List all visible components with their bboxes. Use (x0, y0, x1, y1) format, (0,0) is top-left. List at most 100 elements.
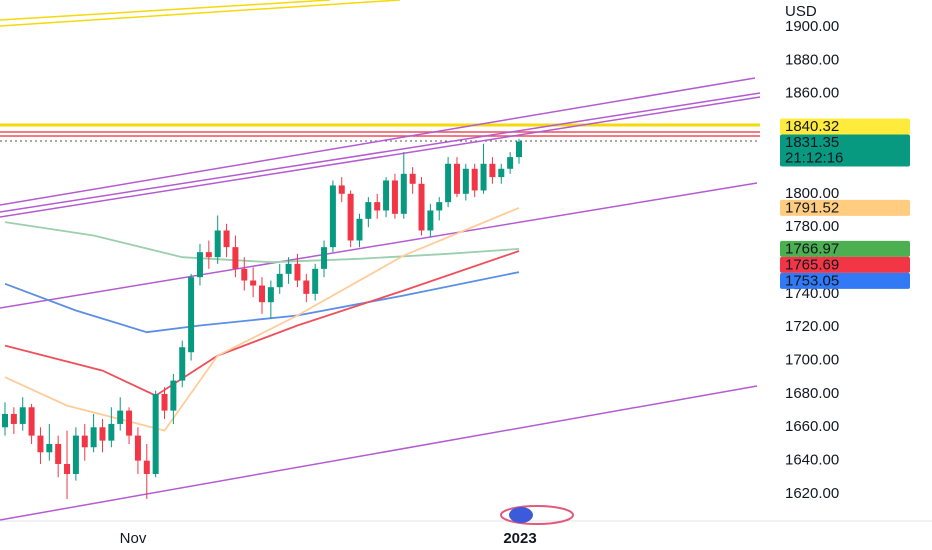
candle-body (445, 163, 452, 203)
trend-line (0, 96, 761, 218)
candle-body (46, 443, 53, 453)
price-label: 1791.52 (785, 199, 839, 216)
price-label-box (780, 199, 910, 216)
candle-body (498, 168, 505, 178)
candle-body (383, 180, 390, 211)
candle-body (516, 141, 522, 158)
candle-body (161, 393, 168, 411)
candle-body (188, 277, 195, 353)
y-tick-label: 1620.00 (785, 485, 839, 502)
y-tick-label: 1740.00 (785, 285, 839, 302)
candle-body (276, 273, 283, 288)
price-label-box (780, 272, 910, 289)
trend-line (0, 77, 756, 206)
candle-body (294, 263, 301, 281)
trend-line (0, 182, 758, 309)
y-tick-label: 1780.00 (785, 218, 839, 235)
candle-body (480, 163, 487, 191)
candle-body (418, 183, 425, 231)
moving-average (4, 271, 520, 334)
candle-body (303, 280, 310, 294)
candle-body (321, 247, 328, 269)
logo-ring (500, 505, 574, 525)
candle-body (170, 380, 177, 411)
y-tick-label: 1860.00 (785, 85, 839, 102)
trend-line (0, 0, 331, 21)
y-tick-label: 1800.00 (785, 185, 839, 202)
candle-body (28, 407, 35, 436)
price-label: 1765.69 (785, 256, 839, 273)
logo-flag (509, 507, 533, 523)
candle-body (223, 230, 230, 248)
trend-line (0, 0, 401, 27)
candle-body (241, 268, 248, 281)
candle-body (179, 347, 186, 381)
y-tick-label: 1900.00 (785, 18, 839, 35)
candle-body (134, 435, 141, 461)
candle-body (64, 463, 71, 474)
y-tick-label: 1660.00 (785, 418, 839, 435)
y-tick-label: 1640.00 (785, 452, 839, 469)
candle-body (471, 168, 478, 191)
moving-average (4, 250, 520, 397)
candle-body (232, 247, 239, 269)
candle-body (285, 263, 292, 274)
candle-body (267, 287, 274, 303)
candle-body (409, 173, 416, 184)
candle-body (259, 285, 265, 303)
candle-body (10, 413, 17, 424)
candle-body (152, 393, 159, 474)
y-tick-label: 1680.00 (785, 385, 839, 402)
candle-body (391, 180, 398, 214)
price-label-box (780, 240, 910, 257)
x-tick-label: Nov (120, 530, 147, 547)
y-tick-label: 1700.00 (785, 352, 839, 369)
candle-body (453, 163, 460, 194)
candle-body (37, 435, 44, 453)
candle-body (250, 280, 257, 286)
trend-line (0, 92, 761, 213)
price-label: 1831.35 (785, 134, 839, 151)
candle-body (329, 185, 336, 248)
x-tick-label: 2023 (503, 530, 536, 547)
candle-body (356, 218, 363, 241)
candle-body (436, 202, 443, 211)
candle-body (312, 268, 319, 294)
candle-body (90, 427, 97, 448)
candle-body (55, 443, 62, 464)
logo (500, 505, 574, 525)
price-label: 1753.05 (785, 272, 839, 289)
candle-body (489, 163, 496, 178)
moving-average (4, 221, 520, 264)
candle-body (338, 185, 345, 194)
candle-body (374, 202, 381, 211)
price-label: 1766.97 (785, 240, 839, 257)
candle-body (214, 230, 221, 258)
candle-body (427, 210, 434, 231)
candle-body (365, 202, 372, 219)
price-label: 1840.32 (785, 118, 839, 135)
candle-body (143, 460, 150, 474)
price-label-box (780, 134, 910, 167)
candle-body (99, 427, 106, 441)
price-label-box (780, 256, 910, 273)
candle-body (462, 168, 469, 194)
candle-body (126, 410, 133, 436)
candle-body (117, 410, 124, 424)
countdown-label: 21:12:16 (785, 150, 843, 167)
candle-body (81, 435, 88, 448)
y-tick-label: 1720.00 (785, 318, 839, 335)
y-tick-label: 1880.00 (785, 51, 839, 68)
candle-body (507, 157, 514, 169)
drawings (0, 0, 761, 521)
currency-label: USD (785, 3, 817, 20)
trend-line (0, 385, 758, 521)
candle-body (205, 252, 212, 258)
candle-body (108, 423, 115, 441)
candle-body (347, 193, 354, 241)
moving-average (4, 207, 520, 432)
candle-body (72, 435, 79, 474)
candle-body (19, 407, 26, 424)
candle-body (196, 252, 203, 278)
